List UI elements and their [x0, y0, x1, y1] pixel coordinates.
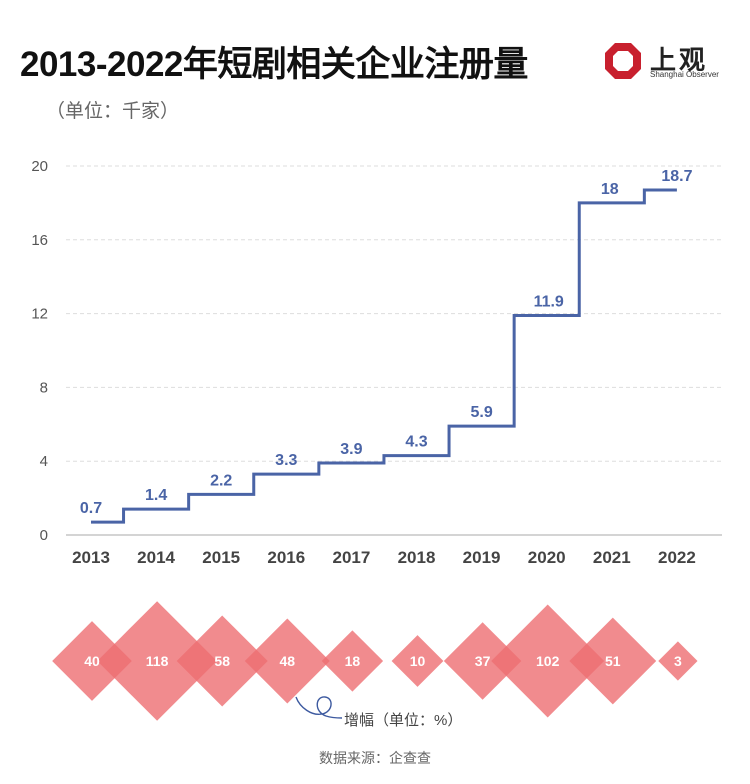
x-tick-label: 2013 [72, 548, 110, 567]
data-label: 0.7 [80, 500, 102, 517]
growth-diamond [97, 601, 217, 721]
x-tick-label: 2021 [593, 548, 631, 567]
series-step-line [91, 188, 677, 524]
growth-diamond [52, 621, 132, 701]
growth-diamond [569, 617, 657, 705]
growth-diamond [491, 604, 605, 718]
growth-diamond [244, 618, 330, 704]
data-label: 4.3 [405, 434, 427, 451]
y-tick-label: 20 [31, 158, 48, 175]
x-tick-label: 2020 [528, 548, 566, 567]
x-tick-label: 2014 [137, 548, 175, 567]
growth-label: 3 [674, 653, 682, 669]
data-label: 3.3 [275, 452, 297, 469]
data-source: 数据来源：企查查 [319, 750, 431, 766]
y-tick-label: 4 [40, 453, 48, 470]
data-label: 5.9 [470, 404, 492, 421]
x-tick-label: 2015 [202, 548, 240, 567]
octagon-logo-icon [605, 43, 641, 79]
growth-diamond [443, 622, 522, 700]
x-tick-label: 2016 [267, 548, 305, 567]
y-tick-label: 8 [40, 379, 48, 396]
data-label: 18.7 [661, 168, 692, 185]
data-label: 3.9 [340, 441, 362, 458]
page-title: 2013-2022年短剧相关企业注册量 [20, 45, 528, 84]
annotation-connector [295, 696, 343, 719]
growth-label: 10 [410, 653, 426, 669]
logo-name-cn: 上观 [650, 46, 709, 76]
y-tick-label: 12 [31, 306, 48, 323]
data-label: 18 [601, 181, 619, 198]
growth-diamond [391, 635, 444, 687]
growth-label: 51 [605, 653, 621, 669]
growth-label: 18 [345, 653, 361, 669]
logo-name-en: Shanghai Observer [650, 70, 719, 79]
y-tick-label: 0 [40, 527, 48, 544]
x-tick-label: 2017 [332, 548, 370, 567]
growth-label: 58 [214, 653, 230, 669]
growth-label: 118 [146, 653, 169, 669]
growth-label: 37 [475, 653, 491, 669]
unit-label: （单位：千家） [46, 101, 180, 122]
growth-label: 40 [84, 653, 100, 669]
data-label: 2.2 [210, 472, 232, 489]
data-label: 11.9 [534, 293, 564, 310]
growth-label: 102 [536, 653, 560, 669]
growth-label: 48 [280, 653, 296, 669]
growth-diamond [176, 615, 268, 707]
y-tick-label: 16 [31, 232, 48, 249]
growth-annotation: 增幅（单位：%） [344, 712, 462, 729]
x-tick-label: 2022 [658, 548, 696, 567]
data-label: 1.4 [145, 487, 167, 504]
growth-diamond [658, 641, 698, 681]
x-tick-label: 2019 [463, 548, 501, 567]
x-tick-label: 2018 [398, 548, 436, 567]
shanghai-observer-logo: 上观 Shanghai Observer [604, 40, 724, 84]
growth-diamond [321, 630, 384, 692]
